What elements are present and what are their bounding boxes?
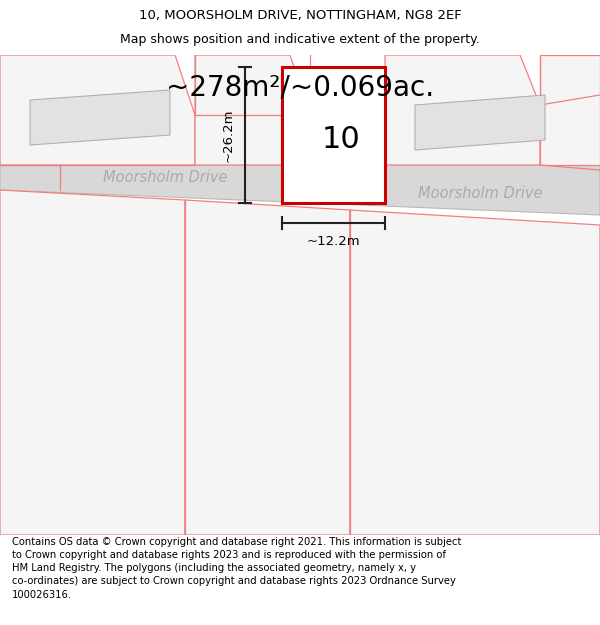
Polygon shape (350, 210, 600, 535)
Polygon shape (195, 55, 310, 165)
Polygon shape (0, 135, 600, 215)
Polygon shape (30, 90, 170, 145)
Text: Map shows position and indicative extent of the property.: Map shows position and indicative extent… (120, 33, 480, 46)
Polygon shape (0, 55, 195, 165)
Text: ~278m²/~0.069ac.: ~278m²/~0.069ac. (166, 73, 434, 101)
Polygon shape (540, 55, 600, 165)
Polygon shape (282, 67, 385, 203)
Text: Moorsholm Drive: Moorsholm Drive (103, 171, 227, 186)
Text: ~26.2m: ~26.2m (222, 108, 235, 162)
Polygon shape (185, 200, 350, 535)
Text: Moorsholm Drive: Moorsholm Drive (418, 186, 542, 201)
Polygon shape (385, 55, 540, 165)
Polygon shape (0, 190, 185, 535)
Text: ~12.2m: ~12.2m (307, 235, 361, 248)
Text: Contains OS data © Crown copyright and database right 2021. This information is : Contains OS data © Crown copyright and d… (12, 537, 461, 599)
Polygon shape (415, 95, 545, 150)
Text: 10: 10 (322, 126, 361, 154)
Text: 10, MOORSHOLM DRIVE, NOTTINGHAM, NG8 2EF: 10, MOORSHOLM DRIVE, NOTTINGHAM, NG8 2EF (139, 9, 461, 22)
